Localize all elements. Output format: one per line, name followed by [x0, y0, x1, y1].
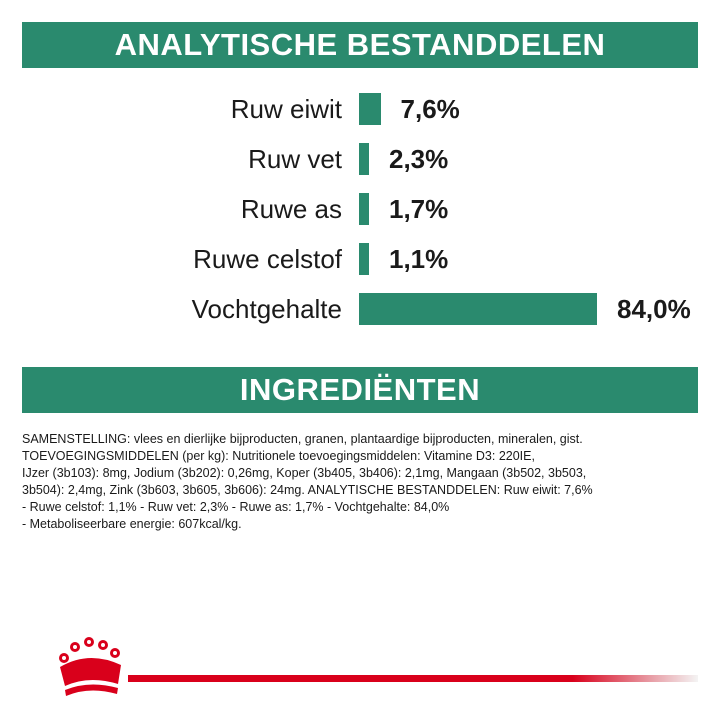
- nutrient-label-fibre: Ruwe celstof: [193, 244, 342, 274]
- ingredients-text: SAMENSTELLING: vlees en dierlijke bijpro…: [22, 431, 702, 533]
- nutrient-value-ash: 1,7%: [389, 194, 449, 224]
- nutrient-value-fibre: 1,1%: [389, 244, 449, 274]
- analysis-section-header: ANALYTISCHE BESTANDDELEN: [22, 22, 698, 68]
- nutrient-label-moisture: Vochtgehalte: [191, 294, 342, 324]
- nutrient-bar-fibre: [359, 243, 369, 275]
- ingredients-section-title: INGREDIËNTEN: [239, 372, 481, 407]
- nutrient-label-protein: Ruw eiwit: [230, 94, 342, 124]
- analysis-section-title: ANALYTISCHE BESTANDDELEN: [114, 27, 606, 62]
- ingredients-line: IJzer (3b103): 8mg, Jodium (3b202): 0,26…: [22, 466, 587, 480]
- nutrient-value-protein: 7,6%: [400, 94, 460, 124]
- nutrient-label-fat: Ruw vet: [248, 144, 342, 174]
- nutrient-value-fat: 2,3%: [389, 144, 449, 174]
- nutrient-value-moisture: 84,0%: [617, 294, 691, 324]
- ingredients-section-header: INGREDIËNTEN: [22, 367, 698, 413]
- ingredients-line: - Metaboliseerbare energie: 607kcal/kg.: [22, 517, 242, 531]
- nutrient-bar-moisture: [359, 293, 597, 325]
- nutrient-bar-fat: [359, 143, 369, 175]
- ingredients-line: SAMENSTELLING: vlees en dierlijke bijpro…: [22, 432, 583, 446]
- ingredients-line: 3b504): 2,4mg, Zink (3b603, 3b605, 3b606…: [22, 483, 593, 497]
- nutrient-bar-protein: [359, 93, 381, 125]
- nutrient-label-ash: Ruwe as: [240, 194, 342, 224]
- ingredients-line: TOEVOEGINGSMIDDELEN (per kg): Nutritione…: [22, 449, 535, 463]
- footer-red-line: [128, 675, 698, 682]
- royal-crown-icon: [59, 637, 121, 696]
- ingredients-line: - Ruwe celstof: 1,1% - Ruw vet: 2,3% - R…: [22, 500, 450, 514]
- nutrient-bar-ash: [359, 193, 369, 225]
